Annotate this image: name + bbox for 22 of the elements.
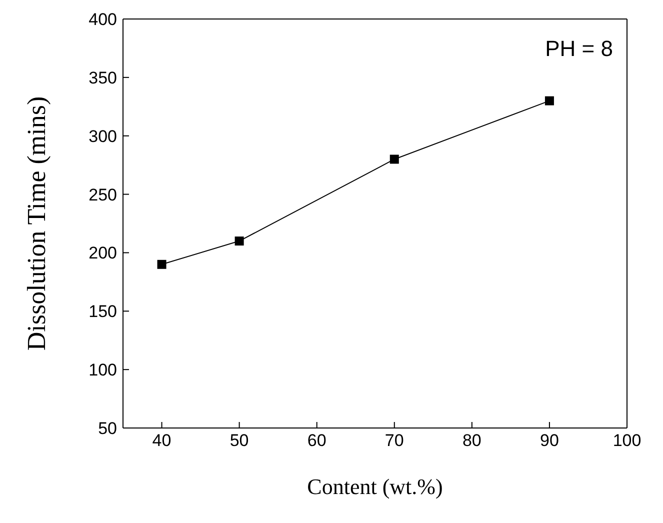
y-tick-label: 350 <box>88 68 117 88</box>
y-tick-label: 250 <box>88 185 117 204</box>
point <box>234 236 244 246</box>
y-tick-label: 200 <box>88 244 117 263</box>
y-tick-label: 50 <box>98 419 117 438</box>
x-tick-label: 100 <box>612 431 642 450</box>
point <box>157 260 166 269</box>
x-tick-label: 90 <box>540 431 559 450</box>
y-tick-label: 150 <box>88 302 117 322</box>
point <box>544 96 554 106</box>
x-tick-label: 60 <box>307 431 326 450</box>
x-tick-label: 40 <box>152 431 172 450</box>
x-tick-label: 80 <box>462 431 482 450</box>
y-tick-label: 100 <box>88 360 117 380</box>
point <box>390 154 399 164</box>
x-axis-title: Content (wt.%) <box>307 474 443 499</box>
annotation: PH = 8 <box>545 36 613 62</box>
y-axis-title: Dissolution Time (mins) <box>22 96 52 351</box>
x-tick-label: 70 <box>384 431 404 450</box>
y-tick-label: 300 <box>88 126 117 146</box>
y-tick-label: 400 <box>88 10 117 30</box>
x-tick-label: 50 <box>230 431 249 450</box>
